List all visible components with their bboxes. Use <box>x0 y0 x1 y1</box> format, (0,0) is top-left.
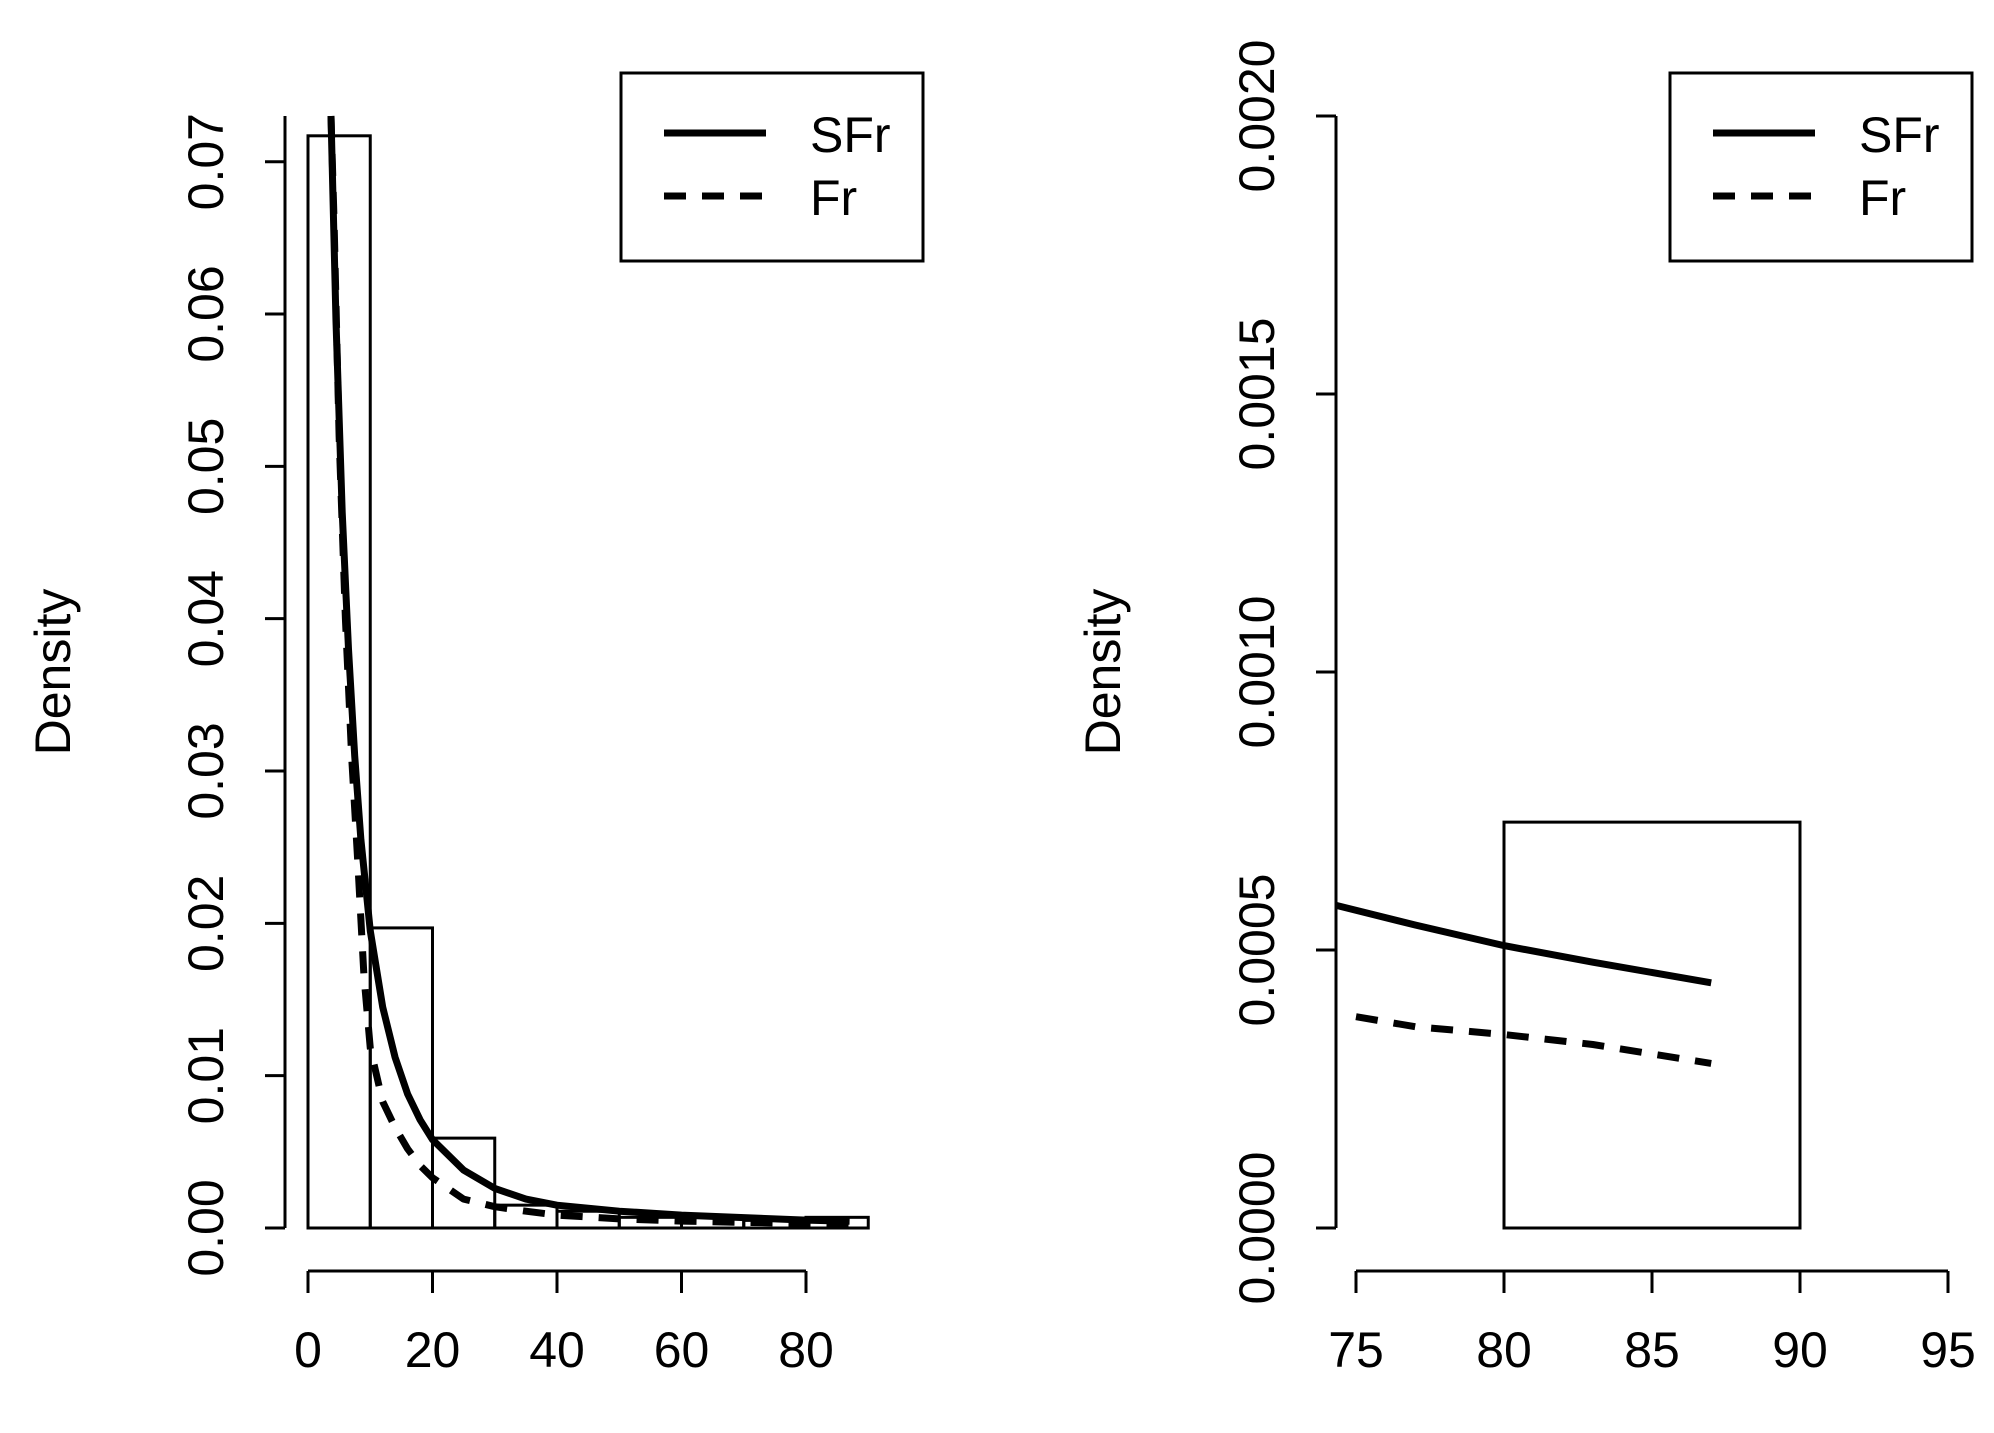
left-plot-layer <box>306 115 870 1230</box>
right-x-tick-label: 75 <box>1328 1322 1384 1378</box>
left-y-ticks: 0.00 0.01 0.02 0.03 0.04 0.05 0.06 0.07 <box>178 113 285 1277</box>
left-histogram-bin <box>431 1136 497 1230</box>
left-x-tick-label: 60 <box>654 1322 710 1378</box>
left-y-tick-label: 0.00 <box>178 1179 234 1276</box>
left-legend-sfr-label: SFr <box>810 107 891 163</box>
left-x-tick-label: 0 <box>294 1322 322 1378</box>
right-y-tick-label: 0.0005 <box>1229 874 1285 1027</box>
left-y-tick-label: 0.07 <box>178 113 234 210</box>
left-histogram-bin <box>306 134 372 1230</box>
right-histogram-panel: 0.0000 0.0005 0.0010 0.0015 0.0020 75 80 85 90 9… <box>1075 40 1976 1378</box>
left-x-tick-label: 20 <box>405 1322 461 1378</box>
right-histogram-bin <box>1502 820 1802 1230</box>
right-sfr-density-curve <box>1336 901 1712 987</box>
right-y-tick-label: 0.0020 <box>1229 40 1285 193</box>
right-x-tick-label: 90 <box>1772 1322 1828 1378</box>
left-legend-box <box>619 71 925 263</box>
right-legend-fr-label: Fr <box>1859 170 1906 226</box>
right-y-tick-label: 0.0015 <box>1229 318 1285 471</box>
left-x-tick-label: 40 <box>529 1322 585 1378</box>
left-x-ticks: 0 20 40 60 80 <box>294 1271 834 1378</box>
right-x-ticks: 75 80 85 90 95 <box>1328 1271 1976 1378</box>
left-y-tick-label: 0.02 <box>178 875 234 972</box>
right-plot-layer <box>1336 820 1802 1230</box>
right-y-tick-label: 0.0000 <box>1229 1152 1285 1305</box>
left-y-axis-label: Density <box>25 589 81 756</box>
left-y-tick-label: 0.01 <box>178 1027 234 1124</box>
right-x-tick-label: 95 <box>1920 1322 1976 1378</box>
left-legend-fr-label: Fr <box>810 170 857 226</box>
right-x-tick-label: 80 <box>1476 1322 1532 1378</box>
left-y-tick-label: 0.04 <box>178 570 234 667</box>
right-y-ticks: 0.0000 0.0005 0.0010 0.0015 0.0020 <box>1229 40 1336 1305</box>
right-legend-box <box>1668 71 1974 263</box>
right-y-axis-label: Density <box>1075 589 1131 756</box>
left-legend: SFr Fr <box>619 71 925 263</box>
left-histogram-panel: 0.00 0.01 0.02 0.03 0.04 0.05 0.06 0.07 0 20 40 60… <box>25 71 925 1378</box>
left-sfr-density-curve <box>327 115 850 1225</box>
left-y-tick-label: 0.03 <box>178 722 234 819</box>
left-histogram-bin <box>368 926 434 1230</box>
left-y-tick-label: 0.05 <box>178 418 234 515</box>
right-fr-density-curve <box>1355 1013 1712 1067</box>
right-legend-sfr-label: SFr <box>1859 107 1940 163</box>
right-x-tick-label: 85 <box>1624 1322 1680 1378</box>
left-y-tick-label: 0.06 <box>178 265 234 362</box>
left-x-tick-label: 80 <box>778 1322 834 1378</box>
right-legend: SFr Fr <box>1668 71 1974 263</box>
left-fr-density-curve <box>327 115 850 1228</box>
right-y-tick-label: 0.0010 <box>1229 596 1285 749</box>
